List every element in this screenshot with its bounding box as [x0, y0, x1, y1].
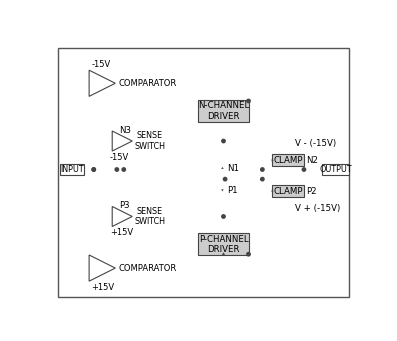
Polygon shape [272, 159, 274, 162]
Text: INPUT: INPUT [60, 165, 84, 174]
Text: COMPARATOR: COMPARATOR [118, 79, 177, 88]
Text: N3: N3 [119, 126, 131, 135]
Bar [198, 100, 249, 122]
Circle shape [92, 168, 95, 171]
Text: SENSE
SWITCH: SENSE SWITCH [135, 131, 166, 151]
Text: COMPARATOR: COMPARATOR [118, 264, 177, 272]
Circle shape [261, 177, 264, 181]
Text: SENSE
SWITCH: SENSE SWITCH [135, 207, 166, 226]
Polygon shape [272, 190, 274, 192]
Circle shape [247, 99, 250, 103]
Bar [272, 154, 304, 166]
Text: -15V: -15V [91, 60, 111, 69]
Circle shape [122, 168, 125, 171]
Text: P3: P3 [119, 202, 130, 210]
Circle shape [261, 168, 264, 171]
Text: +15V: +15V [91, 283, 115, 292]
Text: N2: N2 [306, 156, 318, 165]
Bar [272, 185, 304, 197]
Circle shape [224, 177, 227, 181]
Circle shape [222, 139, 225, 143]
Text: V + (-15V): V + (-15V) [295, 204, 341, 212]
Text: CLAMP: CLAMP [273, 156, 303, 165]
Circle shape [115, 168, 119, 171]
Circle shape [247, 253, 250, 256]
Polygon shape [221, 189, 224, 191]
Text: CLAMP: CLAMP [273, 187, 303, 196]
Circle shape [92, 168, 95, 171]
Bar [322, 164, 349, 175]
Text: P1: P1 [227, 186, 238, 195]
Polygon shape [222, 252, 225, 255]
Text: +15V: +15V [110, 228, 133, 237]
Circle shape [222, 215, 225, 218]
Bar [198, 234, 249, 255]
Text: P2: P2 [306, 187, 317, 196]
Polygon shape [221, 167, 224, 169]
Text: OUTPUT: OUTPUT [319, 165, 352, 174]
Text: N-CHANNEL
DRIVER: N-CHANNEL DRIVER [198, 101, 249, 121]
Text: P-CHANNEL
DRIVER: P-CHANNEL DRIVER [198, 235, 248, 254]
Polygon shape [222, 100, 225, 103]
Circle shape [302, 168, 306, 171]
Text: V - (-15V): V - (-15V) [295, 139, 337, 148]
Text: N1: N1 [227, 164, 239, 173]
Text: -15V: -15V [110, 153, 129, 162]
Bar [60, 164, 85, 175]
